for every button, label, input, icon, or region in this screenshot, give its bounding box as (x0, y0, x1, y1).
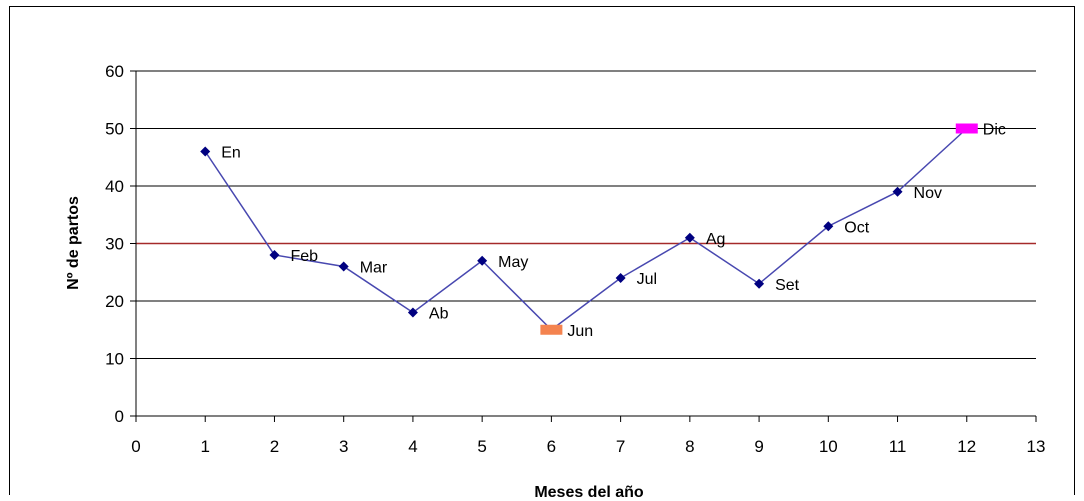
y-tick-label: 60 (105, 62, 124, 81)
point-label-en: En (221, 145, 241, 162)
point-label-jun: Jun (567, 323, 593, 340)
x-tick-label: 2 (270, 437, 279, 456)
y-tick-label: 40 (105, 177, 124, 196)
marker-nov (892, 186, 903, 197)
point-label-nov: Nov (914, 185, 942, 202)
point-label-feb: Feb (290, 248, 318, 265)
x-tick-label: 0 (131, 437, 140, 456)
point-label-jul: Jul (637, 271, 657, 288)
point-label-mar: Mar (360, 260, 388, 277)
x-tick-label: 11 (889, 437, 907, 456)
point-label-ag: Ag (706, 231, 726, 248)
marker-dic (955, 123, 978, 134)
y-tick-label: 10 (105, 350, 124, 369)
chart-frame (9, 6, 1075, 495)
x-tick-label: 1 (200, 437, 209, 456)
point-label-oct: Oct (844, 219, 869, 236)
marker-ag (684, 232, 695, 243)
x-tick-label: 9 (754, 437, 763, 456)
marker-may (477, 255, 488, 266)
marker-jun (540, 324, 563, 335)
marker-feb (269, 250, 280, 260)
markers-group (200, 123, 978, 335)
point-label-ab: Ab (429, 306, 449, 323)
x-tick-label: 5 (477, 437, 486, 456)
x-tick-label: 13 (1027, 437, 1046, 456)
point-label-may: May (498, 254, 528, 271)
y-tick-label: 50 (105, 120, 124, 139)
x-tick-label: 3 (339, 437, 348, 456)
series-line-group (204, 127, 968, 331)
series-line (204, 127, 968, 331)
marker-jul (615, 273, 626, 283)
point-labels-group: En Feb Mar Ab May Jun Jul Ag Set Oct Nov Dic (221, 122, 1006, 340)
y-tick-label: 30 (105, 235, 124, 254)
x-tick-label: 4 (408, 437, 417, 456)
point-label-set: Set (775, 277, 800, 294)
marker-set (754, 278, 765, 289)
x-tick-label: 7 (616, 437, 625, 456)
y-tick-label: 0 (115, 407, 124, 426)
x-axis-label: Meses del año (534, 484, 644, 501)
marker-oct (823, 221, 834, 232)
y-tick-label: 20 (105, 292, 124, 311)
x-tick-label: 10 (819, 437, 838, 456)
x-tick-label: 6 (547, 437, 556, 456)
x-tick-label: 12 (957, 437, 976, 456)
marker-mar (338, 261, 349, 272)
x-tick-label: 8 (685, 437, 694, 456)
marker-ab (407, 307, 418, 318)
point-label-dic: Dic (983, 122, 1006, 139)
y-axis-label: Nº de partos (65, 196, 82, 290)
marker-en (200, 146, 211, 157)
grid-lines (136, 70, 1036, 359)
